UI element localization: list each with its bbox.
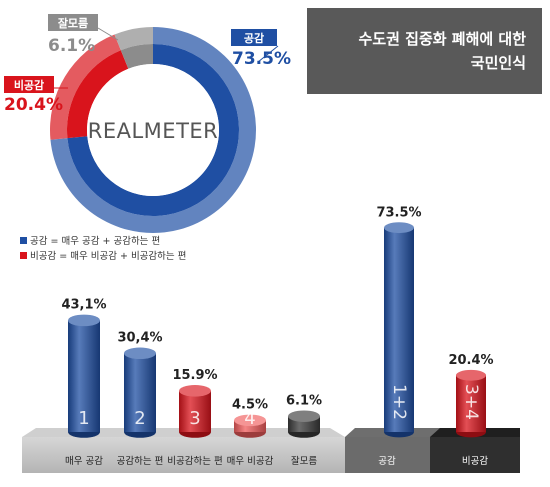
total-bar-value-label-1: 20.4% <box>448 353 493 368</box>
detail-bar-value-label-1: 30,4% <box>117 331 162 346</box>
platform-front-left <box>22 437 345 473</box>
detail-bar-value-label-4: 6.1% <box>286 393 322 408</box>
detail-bar-number-2: 3 <box>189 408 200 429</box>
donut-tag-label-0: 공감 <box>244 31 264 45</box>
donut-tag-label-1: 비공감 <box>14 78 44 92</box>
donut-tag-bg-2 <box>48 14 98 31</box>
detail-bar-group-2: 3 15.9% 비공감하는 편 <box>167 368 222 467</box>
total-bar-1 <box>456 375 486 432</box>
total-bar-number-1: 3+4 <box>461 384 481 420</box>
detail-bar-value-label-0: 43,1% <box>61 298 106 313</box>
chart-title-box: 수도권 집중화 폐해에 대한 국민인식 <box>307 8 542 94</box>
detail-bar-2 <box>179 390 211 432</box>
donut-slice-outer-1 <box>50 34 121 140</box>
total-bar-number-0: 1+2 <box>389 384 409 420</box>
total-bar-top-0 <box>384 222 414 234</box>
total-bar-group-0: 1+2 73.5% 공감 <box>376 205 421 467</box>
total-bar-value-label-0: 73.5% <box>376 205 421 220</box>
detail-bar-value-label-2: 15.9% <box>172 368 217 383</box>
platform-front-right-b <box>430 437 520 473</box>
detail-bar-number-1: 2 <box>134 408 145 429</box>
detail-bar-group-1: 2 30,4% 공감하는 편 <box>117 331 164 467</box>
detail-category-label-2: 비공감하는 편 <box>167 455 222 467</box>
detail-bar-top-2 <box>179 385 211 397</box>
detail-category-label-1: 공감하는 편 <box>117 455 164 467</box>
watermark-logo: REALMETER <box>88 119 219 143</box>
donut-slice-2 <box>120 44 153 69</box>
donut-tag-label-2: 잘모름 <box>58 17 88 30</box>
detail-bar-0 <box>68 320 100 432</box>
detail-bar-number-0: 1 <box>78 408 89 429</box>
platform-front-right-a <box>345 437 430 473</box>
legend-swatch-1 <box>20 252 27 259</box>
donut-chart: REALMETER <box>50 27 256 234</box>
donut-value-label-2: 6.1% <box>48 36 95 56</box>
legend-text-0: 공감 = 매우 공감 + 공감하는 편 <box>30 235 160 247</box>
detail-bar-top-4 <box>288 410 320 422</box>
total-category-label-0: 공감 <box>378 455 396 467</box>
donut-tag-bg-0 <box>231 29 277 46</box>
donut-slice-1 <box>66 50 129 139</box>
detail-bar-chart: 1 43,1% 매우 공감 2 30,4% 공감하는 편 3 15.9% 비공감하는 편 44.5… <box>61 298 322 467</box>
chart-title-line-1: 수도권 집중화 폐해에 대한 <box>358 30 526 48</box>
total-bar-group-1: 3+4 20.4% 비공감 <box>448 353 493 467</box>
legend-text-1: 비공감 = 매우 비공감 + 비공감하는 편 <box>30 250 186 262</box>
donut-leader-line-0 <box>257 45 279 63</box>
donut-slice-outer-2 <box>114 27 153 51</box>
detail-bar-group-0: 1 43,1% 매우 공감 <box>61 298 106 467</box>
detail-bar-group-4: 6.1% 잘모름 <box>286 393 322 467</box>
detail-category-label-4: 잘모름 <box>291 455 317 467</box>
detail-bar-top-0 <box>68 314 100 327</box>
detail-bar-3 <box>234 420 266 432</box>
donut-hole <box>87 64 219 196</box>
detail-bar-top-1 <box>124 347 156 360</box>
total-bar-0 <box>384 227 414 432</box>
detail-bar-top-3 <box>234 414 266 427</box>
total-bar-top-1 <box>456 369 486 381</box>
detail-bar-group-3: 44.5% 매우 비공감 <box>227 398 274 467</box>
total-bar-chart: 1+2 73.5% 공감 3+4 20.4% 비공감 <box>376 205 493 467</box>
detail-category-label-3: 매우 비공감 <box>227 455 274 467</box>
detail-bar-value-label-3: 4.5% <box>232 398 268 413</box>
detail-category-label-0: 매우 공감 <box>65 455 103 467</box>
total-category-label-1: 비공감 <box>462 455 488 467</box>
detail-bar-1 <box>124 353 156 432</box>
legend-swatch-0 <box>20 237 27 244</box>
detail-bar-number-3: 4 <box>244 408 255 429</box>
donut-value-label-1: 20.4% <box>4 95 63 115</box>
donut-tag-bg-1 <box>4 76 54 93</box>
donut-leader-line-2 <box>97 27 119 41</box>
chart-title-line-2: 국민인식 <box>470 54 526 72</box>
